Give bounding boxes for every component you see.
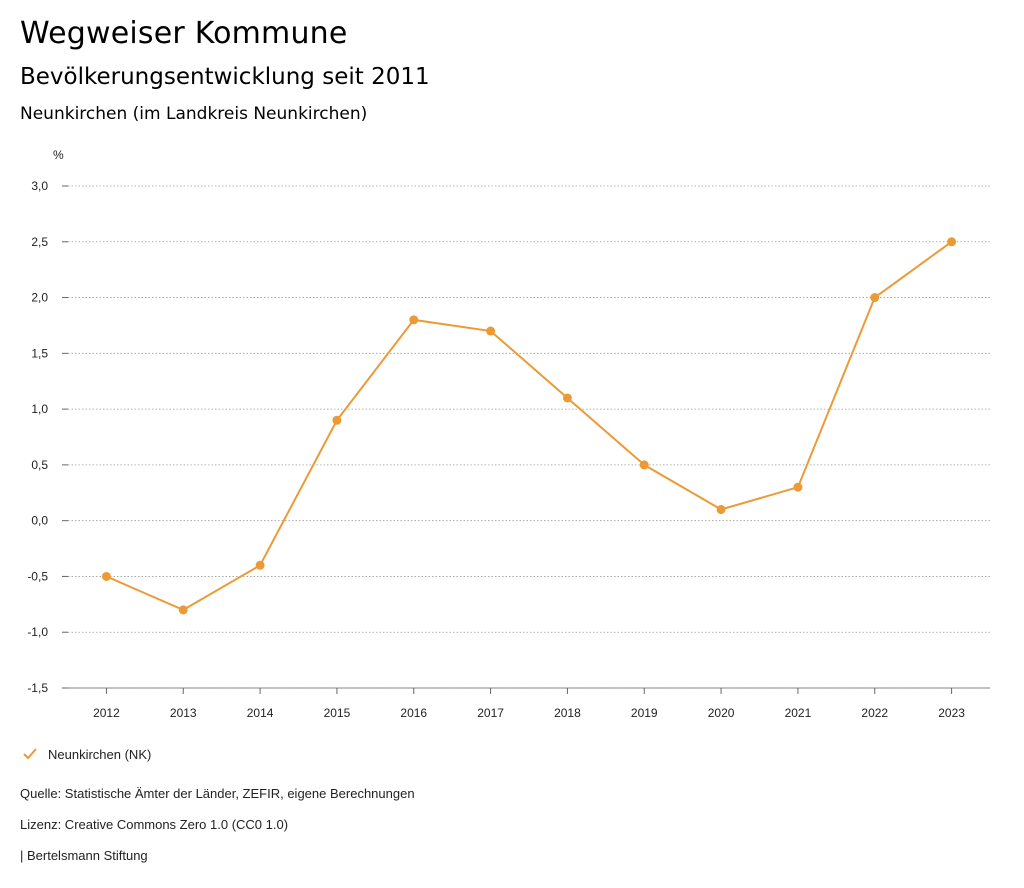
data-point: [870, 293, 880, 303]
data-point: [101, 571, 111, 581]
grid-lines: [62, 185, 990, 689]
y-tick-label: -0,5: [27, 569, 48, 583]
license-note: Lizenz: Creative Commons Zero 1.0 (CC0 1…: [20, 817, 289, 832]
data-point: [332, 415, 342, 425]
x-tick-label: 2017: [477, 706, 504, 720]
data-point: [639, 460, 649, 470]
y-tick-label: 0,5: [31, 458, 48, 472]
x-axis-ticks: 2012 2013 2014 2015 2016 2017 2018 2019 2020 2021…: [68, 687, 990, 720]
data-point: [178, 605, 188, 615]
data-point: [409, 315, 419, 325]
data-point: [486, 326, 496, 336]
data-point: [947, 237, 957, 247]
chart-subtitle: Bevölkerungsentwicklung seit 2011: [20, 64, 430, 90]
x-tick-label: 2018: [554, 706, 581, 720]
line-chart: % 3,0 2,5 2,0 1,5 1,0 0,5 0,0 -0,5 -1,0 -1,5 2012…: [27, 148, 990, 720]
x-tick-label: 2016: [400, 706, 427, 720]
region-label: Neunkirchen (im Landkreis Neunkirchen): [20, 104, 368, 124]
y-tick-label: 1,5: [31, 346, 48, 360]
legend-item-label: Neunkirchen (NK): [48, 746, 152, 762]
data-point: [793, 482, 803, 492]
y-tick-label: 2,0: [31, 291, 48, 305]
x-tick-label: 2020: [708, 706, 735, 720]
data-point: [716, 505, 726, 515]
page-title: Wegweiser Kommune: [20, 16, 348, 51]
y-tick-label: 1,0: [31, 402, 48, 416]
y-tick-label: -1,5: [27, 681, 48, 695]
y-axis-ticks: 3,0 2,5 2,0 1,5 1,0 0,5 0,0 -0,5 -1,0 -1,5: [27, 179, 48, 695]
legend[interactable]: Neunkirchen (NK): [20, 744, 151, 764]
x-tick-label: 2012: [93, 706, 120, 720]
checkmark-icon: [23, 748, 37, 760]
x-tick-label: 2019: [631, 706, 658, 720]
x-tick-label: 2014: [247, 706, 274, 720]
y-tick-label: 2,5: [31, 235, 48, 249]
x-tick-label: 2023: [938, 706, 965, 720]
x-tick-label: 2013: [170, 706, 197, 720]
x-tick-label: 2021: [785, 706, 812, 720]
x-tick-label: 2015: [324, 706, 351, 720]
series-neunkirchen: [101, 237, 957, 615]
data-point: [562, 393, 572, 403]
y-tick-label: 3,0: [31, 179, 48, 193]
x-tick-label: 2022: [861, 706, 888, 720]
brand-note: | Bertelsmann Stiftung: [20, 848, 148, 863]
y-tick-label: -1,0: [27, 625, 48, 639]
series-line: [106, 240, 953, 612]
source-note: Quelle: Statistische Ämter der Länder, Z…: [20, 786, 415, 801]
data-point: [255, 560, 265, 570]
y-axis-unit-label: %: [53, 148, 64, 162]
y-tick-label: 0,0: [31, 514, 48, 528]
